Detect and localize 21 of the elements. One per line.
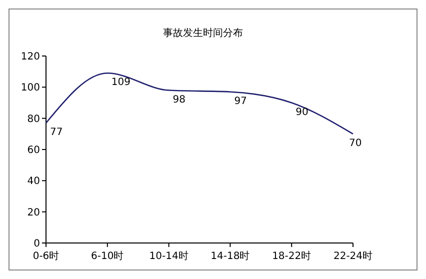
data-label: 77 xyxy=(50,127,63,138)
data-label: 109 xyxy=(111,77,130,88)
y-tick-label: 0 xyxy=(34,238,40,250)
x-tick-label: 14-18时 xyxy=(210,250,250,262)
chart-title: 事故发生时间分布 xyxy=(163,27,243,39)
data-label: 97 xyxy=(234,96,247,107)
y-tick-label: 60 xyxy=(27,145,40,156)
data-label: 90 xyxy=(296,106,308,118)
data-label: 70 xyxy=(349,138,362,149)
data-label: 98 xyxy=(172,94,186,106)
x-tick-label: 6-10时 xyxy=(91,250,124,262)
x-tick-label: 18-22时 xyxy=(272,250,312,262)
y-tick-label: 120 xyxy=(20,52,40,62)
y-tick-label: 20 xyxy=(27,207,40,218)
x-tick-label: 22-24时 xyxy=(333,250,373,262)
y-tick-label: 80 xyxy=(27,114,40,125)
x-tick-label: 10-14时 xyxy=(149,250,188,262)
x-tick-label: 0-6时 xyxy=(32,250,60,262)
line-series xyxy=(45,72,354,135)
y-tick-label: 40 xyxy=(27,176,40,188)
y-tick-label: 100 xyxy=(20,82,40,94)
